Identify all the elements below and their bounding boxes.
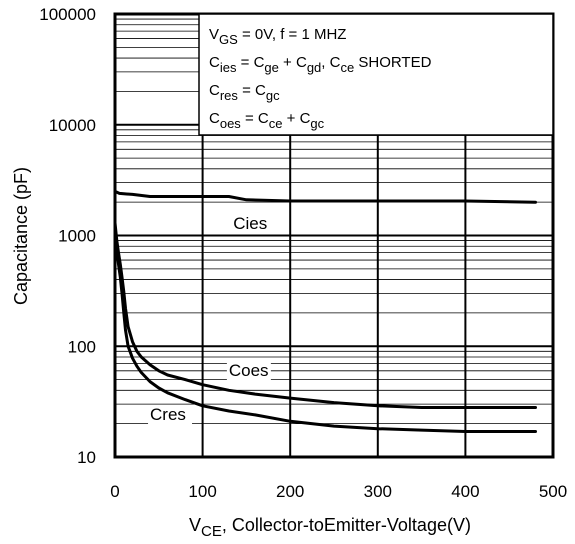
legend-subscript: ies: [220, 60, 237, 75]
tick-labels: 0 100 200 300 400 500 10 100 1000 10000 100000: [39, 5, 567, 501]
series-label-backdrop: [226, 360, 271, 381]
x-tick-label: 200: [276, 482, 304, 501]
legend-box: [198, 13, 554, 136]
series-label-backdrop: [231, 213, 276, 234]
legend-text-segment: = C: [236, 54, 264, 71]
legend-subscript: oes: [220, 116, 241, 131]
series-label-backdrop: [148, 405, 193, 426]
series-label-coes: Coes: [229, 361, 269, 380]
series-line-cies: [113, 189, 537, 204]
legend-text-segment: = C: [241, 110, 269, 127]
legend-text-segment: + C: [282, 110, 310, 127]
legend-subscript: GS: [219, 32, 238, 47]
x-tick-label: 0: [110, 482, 119, 501]
legend-text-segment: + C: [279, 54, 307, 71]
legend-subscript: res: [220, 88, 239, 103]
series-group: [113, 189, 537, 433]
y-tick-label: 100: [68, 337, 96, 356]
y-axis-label: Capacitance (pF): [11, 167, 31, 305]
x-tick-label: 100: [188, 482, 216, 501]
legend-text-segment: = C: [238, 82, 266, 99]
legend-line: Cies = Cge + Cgd, Cce SHORTED: [209, 54, 432, 75]
x-axis-label-main: V: [189, 515, 201, 535]
series-line-coes: [113, 221, 537, 409]
y-tick-label: 1000: [58, 227, 96, 246]
legend-text-segment: C: [209, 82, 220, 99]
x-tick-label: 400: [451, 482, 479, 501]
series-labels: Cies Coes Cres: [148, 213, 276, 426]
y-tick-label: 100000: [39, 5, 96, 24]
legend-subscript: ce: [340, 60, 354, 75]
y-tick-label: 10: [77, 448, 96, 467]
series-label-cies: Cies: [233, 214, 267, 233]
legend-text-segment: C: [209, 110, 220, 127]
x-axis-label: VCE, Collector-toEmitter-Voltage(V): [189, 515, 471, 540]
y-tick-label: 10000: [49, 116, 96, 135]
legend-subscript: gd: [307, 60, 321, 75]
x-tick-label: 500: [539, 482, 567, 501]
legend-text-segment: V: [209, 26, 219, 43]
legend-text-segment: C: [209, 54, 220, 71]
x-axis-label-rest: , Collector-toEmitter-Voltage(V): [222, 515, 471, 535]
x-tick-label: 300: [364, 482, 392, 501]
series-line-cres: [113, 234, 537, 433]
series-label-cres: Cres: [150, 405, 186, 424]
legend-text-segment: , C: [321, 54, 340, 71]
legend-line: Coes = Cce + Cgc: [209, 110, 325, 131]
legend-subscript: gc: [266, 88, 280, 103]
x-axis-label-sub: CE: [201, 523, 222, 540]
legend-subscript: ge: [264, 60, 278, 75]
legend-line: VGS = 0V, f = 1 MHZ: [209, 26, 346, 47]
legend-line: Cres = Cgc: [209, 82, 280, 103]
legend-text-segment: = 0V, f = 1 MHZ: [238, 26, 347, 43]
legend-subscript: ce: [269, 116, 283, 131]
legend-text-segment: SHORTED: [354, 54, 431, 71]
legend-subscript: gc: [310, 116, 324, 131]
